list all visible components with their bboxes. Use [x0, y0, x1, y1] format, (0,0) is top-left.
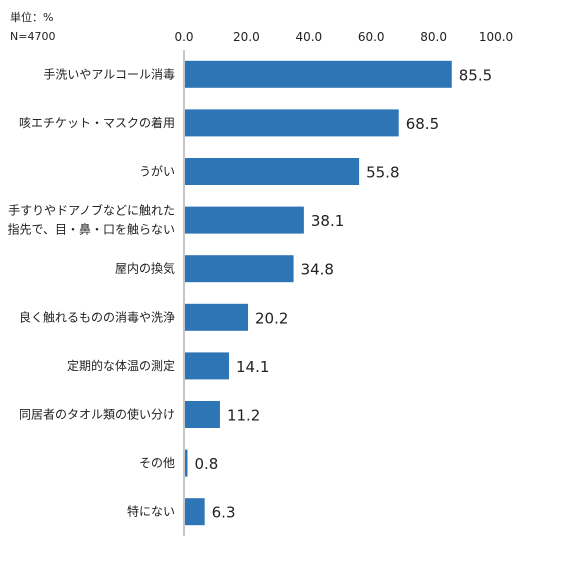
x-tick-label: 20.0	[233, 30, 260, 44]
value-label: 85.5	[459, 66, 492, 84]
value-label: 14.1	[236, 358, 269, 376]
category-label: 手洗いやアルコール消毒	[43, 67, 175, 81]
value-label: 0.8	[194, 455, 218, 473]
bar	[185, 109, 399, 137]
category-label: 屋内の換気	[115, 261, 175, 276]
category-label: 同居者のタオル類の使い分け	[19, 407, 175, 422]
bar	[185, 303, 249, 331]
category-label: その他	[139, 456, 175, 470]
sample-size-note: N=4700	[10, 30, 56, 43]
x-tick-label: 80.0	[420, 30, 447, 44]
bar	[185, 352, 229, 380]
value-label: 38.1	[311, 212, 344, 230]
category-label: うがい	[139, 164, 175, 179]
x-tick-label: 0.0	[174, 30, 193, 44]
bar	[185, 206, 304, 234]
value-label: 55.8	[366, 164, 399, 182]
value-label: 20.2	[255, 309, 288, 327]
value-label: 34.8	[301, 261, 334, 279]
bar	[185, 60, 452, 88]
category-label: 特にない	[127, 504, 175, 519]
bar	[185, 449, 188, 477]
bar	[185, 255, 294, 283]
value-label: 11.2	[227, 407, 260, 425]
x-tick-label: 60.0	[358, 30, 385, 44]
unit-note: 単位：%	[10, 11, 54, 24]
category-label: 手すりやドアノブなどに触れた指先で、目・鼻・口を触らない	[7, 203, 175, 237]
x-tick-label: 100.0	[479, 30, 513, 44]
bar	[185, 158, 360, 185]
category-label: 良く触れるものの消毒や洗浄	[19, 309, 175, 324]
value-label: 68.5	[406, 115, 439, 133]
bar	[185, 498, 205, 526]
category-label: 咳エチケット・マスクの着用	[19, 115, 175, 130]
value-label: 6.3	[212, 504, 236, 522]
x-tick-label: 40.0	[295, 30, 322, 44]
category-label: 定期的な体温の測定	[67, 358, 175, 373]
bar	[185, 401, 220, 428]
